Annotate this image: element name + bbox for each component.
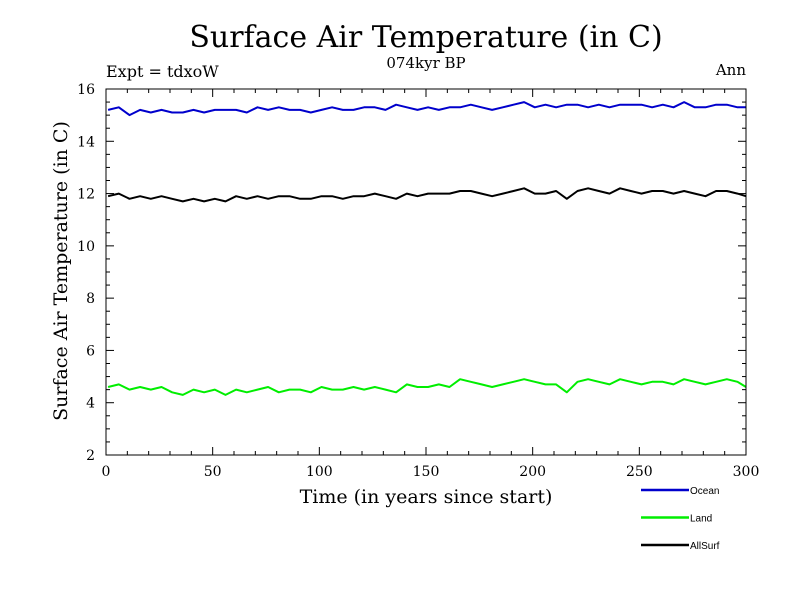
series-lines — [107, 101, 747, 396]
y-tick-label: 8 — [86, 291, 95, 307]
plot-frame — [105, 88, 747, 456]
x-tick-label: 50 — [204, 464, 222, 480]
x-tick-label: 100 — [306, 464, 333, 480]
x-tick-label: 150 — [413, 464, 440, 480]
legend-label-land: Land — [690, 514, 712, 525]
season-label: Ann — [715, 61, 746, 79]
series-line-allsurf — [107, 187, 747, 203]
chart-title: Surface Air Temperature (in C) — [189, 20, 662, 55]
x-tick-label: 300 — [733, 464, 760, 480]
y-tick-label: 12 — [77, 187, 95, 203]
experiment-label: Expt = tdxoW — [106, 62, 219, 81]
y-axis-label: Surface Air Temperature (in C) — [50, 121, 72, 421]
x-tick-label: 250 — [626, 464, 653, 480]
x-tick-label: 200 — [519, 464, 546, 480]
y-tick-label: 2 — [86, 448, 95, 464]
series-line-ocean — [107, 101, 746, 117]
y-tick-label: 6 — [86, 343, 95, 359]
series-line-land — [107, 378, 747, 396]
x-tick-label: 0 — [102, 464, 111, 480]
axis-tick-labels: 0 50 100 150 200 250 300 2 4 6 8 10 12 14 16 — [77, 82, 759, 480]
y-tick-label: 4 — [86, 396, 95, 412]
y-tick-label: 16 — [77, 82, 95, 98]
legend: Ocean Land AllSurf — [641, 486, 720, 552]
axis-ticks — [105, 88, 747, 456]
y-tick-label: 14 — [77, 134, 95, 150]
legend-label-ocean: Ocean — [690, 486, 719, 497]
legend-label-allsurf: AllSurf — [690, 541, 720, 552]
x-axis-label: Time (in years since start) — [300, 486, 553, 508]
chart-subtitle: 074kyr BP — [386, 54, 465, 72]
y-tick-label: 10 — [77, 239, 95, 255]
